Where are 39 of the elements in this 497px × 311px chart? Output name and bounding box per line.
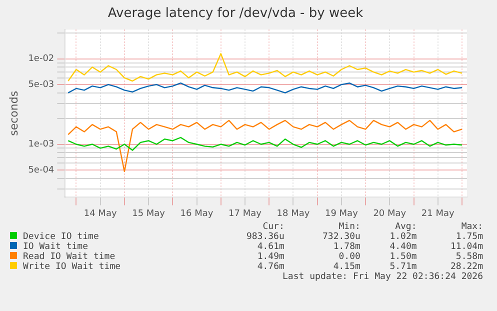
- text: 5.58m: [454, 252, 484, 262]
- text: 4.40m: [388, 242, 418, 252]
- text: 4.76m: [256, 262, 286, 272]
- text: Max:: [460, 222, 484, 232]
- x-tick-label: 14 May: [84, 208, 118, 219]
- x-tick-label: 16 May: [180, 208, 214, 219]
- text: 4.61m: [256, 242, 286, 252]
- text: Min:: [338, 222, 362, 232]
- x-tick-label: 21 May: [421, 208, 455, 219]
- legend-label: Write IO Wait time: [23, 262, 121, 272]
- y-tick-label: 5e-03: [28, 80, 54, 90]
- text: Avg:: [394, 222, 418, 232]
- legend-label: IO Wait time: [23, 242, 88, 252]
- y-tick-label: 1e-02: [28, 54, 54, 64]
- text: Cur:: [262, 222, 286, 232]
- legend-label: Device IO time: [23, 232, 99, 242]
- text: 4.15m: [332, 262, 362, 272]
- text: 732.30u: [321, 232, 362, 242]
- text: Last update: Fri May 22 02:36:24 2026: [282, 272, 484, 282]
- text: 5.71m: [388, 262, 418, 272]
- x-tick-label: 17 May: [228, 208, 262, 219]
- x-tick-label: 19 May: [324, 208, 359, 219]
- text: 28.22m: [449, 262, 484, 272]
- text: 983.36u: [245, 232, 286, 242]
- text: 1.49m: [256, 252, 286, 262]
- text: 0.00: [338, 252, 362, 262]
- y-tick-label: 5e-04: [28, 165, 54, 176]
- legend-label: Read IO Wait time: [23, 252, 116, 262]
- y-axis-title: seconds: [7, 90, 20, 136]
- text: 1.50m: [388, 252, 418, 262]
- chart-title: Average latency for /dev/vda - by week: [108, 6, 364, 22]
- text: 1.75m: [454, 232, 484, 242]
- y-tick-label: 1e-03: [28, 140, 54, 150]
- x-tick-label: 15 May: [132, 208, 166, 219]
- text: 1.02m: [388, 232, 418, 242]
- text: 1.78m: [332, 242, 362, 252]
- x-tick-label: 20 May: [373, 208, 407, 219]
- text: 11.04m: [449, 242, 484, 252]
- x-tick-label: 18 May: [276, 208, 310, 219]
